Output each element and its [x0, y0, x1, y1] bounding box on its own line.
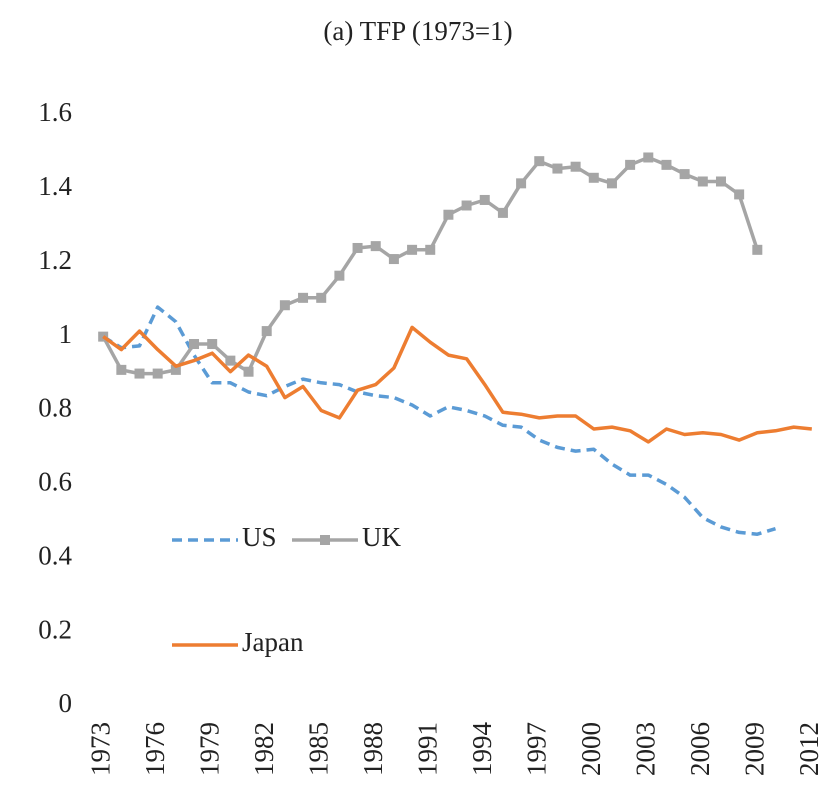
marker	[588, 172, 599, 183]
marker	[261, 326, 272, 337]
line-0	[102, 305, 777, 536]
y-tick-label: 0.8	[38, 393, 72, 423]
marker	[715, 176, 726, 187]
marker	[461, 200, 472, 211]
line-2	[102, 325, 812, 444]
marker	[479, 194, 490, 205]
marker	[643, 152, 654, 163]
marker	[279, 300, 290, 311]
marker	[570, 161, 581, 172]
marker	[425, 244, 436, 255]
marker	[534, 156, 545, 167]
marker	[243, 366, 254, 377]
legend-marker	[320, 535, 330, 545]
marker	[152, 368, 163, 379]
y-tick-label: 1	[59, 319, 73, 349]
x-tick-label: 1994	[467, 722, 497, 777]
marker	[298, 292, 309, 303]
marker	[552, 163, 563, 174]
marker	[316, 292, 327, 303]
x-tick-label: 2003	[630, 722, 660, 776]
x-tick-label: 1997	[521, 722, 551, 776]
x-tick-label: 2009	[740, 722, 770, 776]
y-tick-label: 1.6	[38, 97, 72, 127]
y-tick-label: 1.4	[38, 171, 72, 201]
marker	[98, 331, 109, 342]
x-tick-label: 1979	[194, 722, 224, 776]
marker	[734, 189, 745, 200]
marker	[225, 355, 236, 366]
x-tick-label: 1973	[85, 722, 115, 776]
x-tick-label: 2000	[576, 722, 606, 776]
marker	[170, 364, 181, 375]
marker	[189, 339, 200, 350]
y-tick-label: 1.2	[38, 245, 72, 275]
marker	[679, 169, 690, 180]
legend-label: UK	[362, 522, 401, 552]
marker	[606, 178, 617, 189]
legend-label: US	[242, 522, 277, 552]
marker	[407, 244, 418, 255]
x-tick-label: 2006	[685, 722, 715, 776]
marker	[697, 176, 708, 187]
x-tick-label: 1982	[249, 722, 279, 776]
marker	[443, 209, 454, 220]
y-tick-label: 0.6	[38, 467, 72, 497]
marker	[388, 254, 399, 265]
marker	[516, 178, 527, 189]
marker	[134, 368, 145, 379]
x-tick-label: 1988	[358, 722, 388, 776]
x-tick-label: 2012	[794, 722, 824, 776]
x-tick-label: 1991	[412, 722, 442, 776]
marker	[625, 159, 636, 170]
marker	[116, 364, 127, 375]
legend-label: Japan	[242, 627, 304, 657]
marker	[497, 207, 508, 218]
y-tick-label: 0.4	[38, 540, 72, 570]
x-tick-label: 1985	[303, 722, 333, 776]
marker	[352, 242, 363, 253]
marker	[752, 244, 763, 255]
x-tick-label: 1976	[140, 722, 170, 776]
chart-title: (a) TFP (1973=1)	[323, 16, 512, 46]
y-tick-label: 0.2	[38, 614, 72, 644]
marker	[661, 159, 672, 170]
y-tick-label: 0	[59, 688, 73, 718]
marker	[207, 339, 218, 350]
marker	[370, 241, 381, 252]
marker	[334, 270, 345, 281]
